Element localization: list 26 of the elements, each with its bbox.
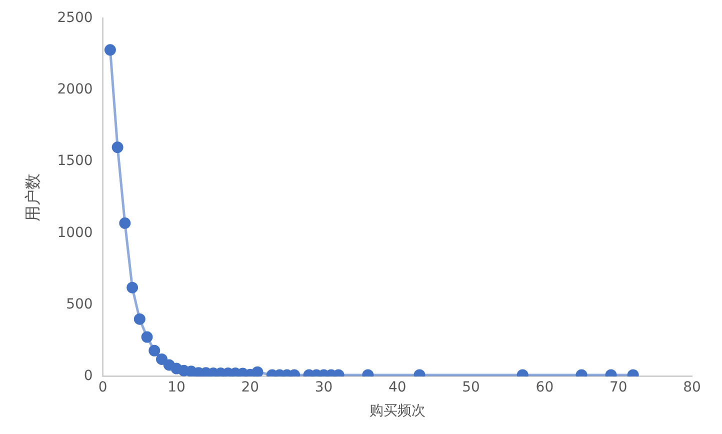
x-tick-label: 80 [683, 379, 701, 396]
x-tick-label: 10 [168, 379, 186, 396]
point [112, 142, 124, 154]
x-tick-label: 70 [609, 379, 628, 396]
x-tick-label: 60 [536, 379, 554, 396]
y-tick-label: 1000 [57, 224, 93, 241]
point [104, 44, 116, 56]
y-tick-label: 2000 [57, 82, 93, 98]
x-tick-label: 0 [98, 379, 108, 396]
point [252, 366, 264, 376]
y-tick-label: 0 [84, 368, 93, 384]
x-tick-label: 20 [241, 379, 260, 396]
point [126, 282, 138, 294]
x-axis-title: 购买频次 [369, 403, 426, 420]
y-axis-title: 用户数 [22, 173, 42, 222]
y-tick-label: 1500 [57, 153, 93, 170]
y-tick-label: 500 [66, 296, 93, 312]
point [148, 344, 160, 356]
y-tick-label: 2500 [57, 10, 93, 26]
point [156, 353, 168, 365]
point [119, 217, 131, 229]
x-tick-label: 30 [314, 379, 333, 396]
point [134, 313, 146, 325]
x-tick-label: 50 [462, 379, 480, 396]
point [141, 331, 153, 343]
x-tick-label: 40 [388, 379, 406, 396]
